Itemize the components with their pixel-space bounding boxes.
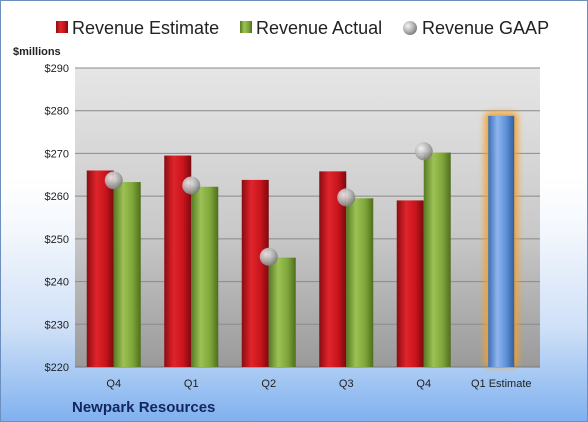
- y-tick-label: $290: [45, 63, 69, 75]
- y-tick-label: $280: [45, 106, 69, 118]
- legend-item-revenue-gaap: Revenue GAAP: [403, 18, 549, 38]
- gaap-marker: [337, 188, 356, 207]
- legend: Revenue Estimate Revenue Actual Revenue …: [56, 18, 549, 38]
- x-tick-label: Q1: [184, 378, 199, 390]
- bar-revenue-actual: [191, 186, 219, 367]
- x-tick-label: Q4: [416, 378, 431, 390]
- gridlines: [75, 67, 540, 368]
- bar-revenue-estimate: [86, 170, 114, 367]
- bar-q1-estimate: [488, 115, 515, 367]
- legend-swatch-revenue-actual: [240, 21, 252, 33]
- legend-item-revenue-estimate: Revenue Estimate: [56, 18, 219, 38]
- bar-revenue-actual: [346, 198, 374, 367]
- x-tick-label: Q3: [339, 378, 354, 390]
- x-tick-label: Q2: [261, 378, 276, 390]
- y-tick-label: $270: [45, 148, 69, 160]
- y-tick-label: $220: [45, 362, 69, 374]
- y-axis-ticks: $220 $230 $240 $250 $260 $270 $280 $290: [45, 63, 69, 374]
- y-tick-label: $260: [45, 191, 69, 203]
- legend-label-revenue-estimate: Revenue Estimate: [72, 18, 219, 38]
- legend-marker-revenue-gaap: [403, 21, 417, 35]
- gaap-marker: [104, 171, 123, 190]
- legend-swatch-revenue-estimate: [56, 21, 68, 33]
- y-tick-label: $240: [45, 277, 69, 289]
- bar-revenue-estimate: [241, 179, 269, 367]
- bars: [86, 111, 519, 367]
- bar-revenue-actual: [113, 182, 141, 367]
- legend-item-revenue-actual: Revenue Actual: [240, 18, 382, 38]
- x-tick-label: Q4: [106, 378, 121, 390]
- gaap-marker: [259, 247, 278, 266]
- y-axis-unit-label: $millions: [13, 46, 61, 58]
- gaap-markers: [104, 142, 433, 266]
- gaap-marker: [414, 142, 433, 161]
- gaap-marker: [182, 176, 201, 195]
- bar-revenue-actual: [423, 152, 451, 367]
- x-axis-ticks: Q4 Q1 Q2 Q3 Q4 Q1 Estimate: [106, 378, 531, 390]
- bar-revenue-estimate: [396, 200, 424, 367]
- y-tick-label: $250: [45, 234, 69, 246]
- legend-label-revenue-actual: Revenue Actual: [256, 18, 382, 38]
- x-tick-label: Q1 Estimate: [471, 378, 532, 390]
- bar-revenue-actual: [268, 257, 296, 367]
- legend-label-revenue-gaap: Revenue GAAP: [422, 18, 549, 38]
- y-tick-label: $230: [45, 319, 69, 331]
- plot-area: [75, 68, 540, 367]
- company-name: Newpark Resources: [72, 399, 215, 416]
